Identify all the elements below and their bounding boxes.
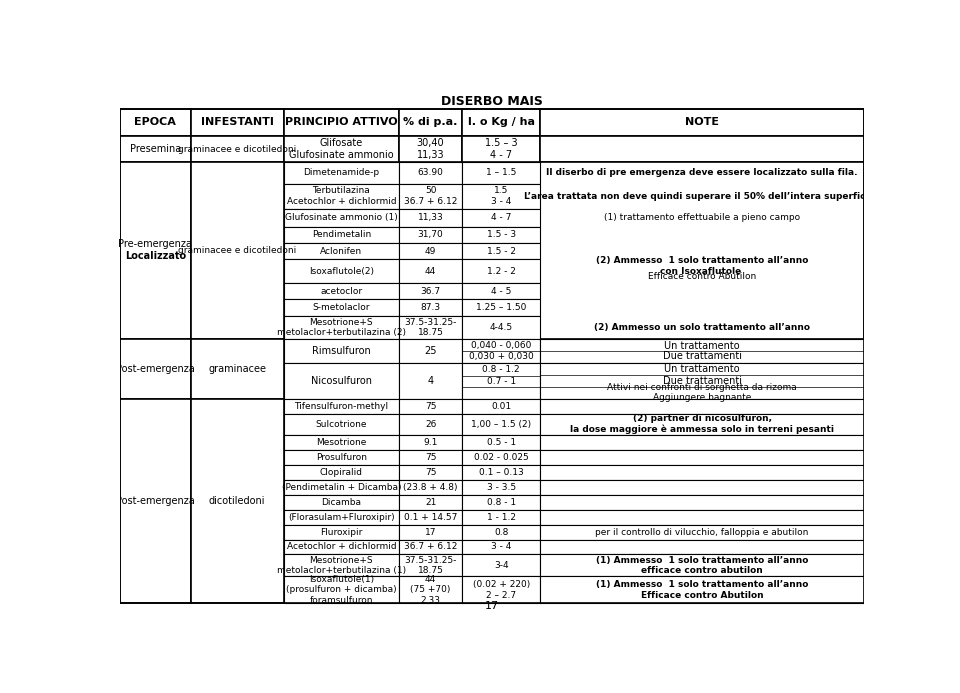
Text: 1.2 - 2: 1.2 - 2 — [487, 267, 516, 276]
Bar — [399, 136, 463, 162]
Text: per il controllo di vilucchio, falloppia e abutilon: per il controllo di vilucchio, falloppia… — [595, 527, 809, 536]
Text: Mesotrione+S
metolaclor+terbutilazina (1): Mesotrione+S metolaclor+terbutilazina (1… — [276, 556, 406, 575]
Bar — [284, 259, 399, 283]
Bar — [399, 243, 463, 259]
Text: Glufosinate ammonio (1): Glufosinate ammonio (1) — [285, 213, 397, 222]
Text: Due trattamenti: Due trattamenti — [662, 351, 742, 361]
Bar — [284, 227, 399, 243]
Bar — [463, 136, 540, 162]
Bar — [540, 554, 864, 576]
Text: 75: 75 — [425, 402, 437, 411]
Bar — [540, 450, 864, 465]
Bar — [120, 136, 191, 162]
Bar — [399, 525, 463, 540]
Text: L’area trattata non deve quindi superare il 50% dell’intera superficie .: L’area trattata non deve quindi superare… — [523, 191, 881, 200]
Bar — [463, 184, 540, 209]
Text: 49: 49 — [425, 247, 436, 256]
Text: Un trattamento: Un trattamento — [664, 364, 740, 374]
Text: Glifosate
Glufosinate ammonio: Glifosate Glufosinate ammonio — [289, 139, 394, 160]
Text: dicotiledoni: dicotiledoni — [209, 496, 265, 506]
Text: 0.8 - 1: 0.8 - 1 — [487, 498, 516, 507]
Bar — [463, 283, 540, 299]
Bar — [399, 554, 463, 576]
Bar — [540, 109, 864, 136]
Text: 50
36.7 + 6.12: 50 36.7 + 6.12 — [404, 186, 457, 206]
Text: 3 - 4: 3 - 4 — [492, 543, 512, 552]
Text: Pre-emergenza: Pre-emergenza — [118, 239, 192, 249]
Bar — [399, 184, 463, 209]
Text: 87.3: 87.3 — [420, 303, 441, 312]
Bar — [284, 509, 399, 525]
Bar — [284, 299, 399, 315]
Bar — [540, 339, 864, 362]
Text: 0.5 - 1: 0.5 - 1 — [487, 438, 516, 447]
Bar — [463, 509, 540, 525]
Bar — [540, 525, 864, 540]
Bar — [284, 283, 399, 299]
Text: Post-emergenza: Post-emergenza — [116, 364, 195, 374]
Text: 4: 4 — [427, 376, 434, 386]
Bar — [399, 227, 463, 243]
Text: 1.5 – 3
4 - 7: 1.5 – 3 4 - 7 — [485, 139, 517, 160]
Text: 1.5
3 - 4: 1.5 3 - 4 — [492, 186, 512, 206]
Text: Localizzato: Localizzato — [125, 251, 186, 261]
Bar — [399, 315, 463, 339]
Text: Isoxaflutole(1)
(prosulfuron + dicamba)
foramsulfuron: Isoxaflutole(1) (prosulfuron + dicamba) … — [286, 575, 396, 605]
Bar — [120, 399, 191, 604]
Bar — [399, 480, 463, 495]
Text: 44: 44 — [425, 267, 436, 276]
Text: 1 - 1.2: 1 - 1.2 — [487, 513, 516, 522]
Text: (2) Ammesso un solo trattamento all’anno: (2) Ammesso un solo trattamento all’anno — [594, 323, 810, 332]
Bar — [399, 283, 463, 299]
Bar — [399, 414, 463, 435]
Text: Prosulfuron: Prosulfuron — [316, 453, 367, 462]
Text: 4 - 7: 4 - 7 — [492, 213, 512, 222]
Bar — [540, 399, 864, 414]
Bar — [463, 480, 540, 495]
Bar — [463, 450, 540, 465]
Bar — [540, 576, 864, 604]
Text: 0.8: 0.8 — [494, 527, 509, 536]
Bar — [540, 362, 864, 399]
Bar — [284, 414, 399, 435]
Text: Pendimetalin: Pendimetalin — [312, 230, 371, 239]
Text: 1 – 1.5: 1 – 1.5 — [486, 168, 516, 177]
Bar — [399, 362, 463, 399]
Bar — [284, 465, 399, 480]
Bar — [463, 362, 540, 399]
Bar — [284, 209, 399, 227]
Bar — [191, 136, 284, 162]
Bar — [540, 465, 864, 480]
Bar — [463, 465, 540, 480]
Bar — [399, 435, 463, 450]
Bar — [463, 259, 540, 283]
Text: 21: 21 — [425, 498, 436, 507]
Text: 1.25 – 1.50: 1.25 – 1.50 — [476, 303, 526, 312]
Bar — [540, 509, 864, 525]
Bar — [399, 509, 463, 525]
Bar — [463, 540, 540, 554]
Text: Dicamba: Dicamba — [322, 498, 361, 507]
Text: l. o Kg / ha: l. o Kg / ha — [468, 117, 535, 128]
Text: Aclonifen: Aclonifen — [321, 247, 363, 256]
Text: Mesotrione+S
metolaclor+terbutilazina (2): Mesotrione+S metolaclor+terbutilazina (2… — [276, 317, 406, 337]
Text: 17: 17 — [485, 602, 499, 611]
Text: graminacee e dicotiledoni: graminacee e dicotiledoni — [178, 145, 297, 154]
Text: 3-4: 3-4 — [494, 561, 509, 570]
Text: Fluroxipir: Fluroxipir — [320, 527, 363, 536]
Text: Efficace contro Abutilon: Efficace contro Abutilon — [648, 272, 756, 281]
Text: (2) Ammesso  1 solo trattamento all’anno
con Isoxaflutole: (2) Ammesso 1 solo trattamento all’anno … — [596, 256, 808, 276]
Text: 31,70: 31,70 — [418, 230, 444, 239]
Text: Dimetenamide-p: Dimetenamide-p — [303, 168, 379, 177]
Bar — [540, 136, 864, 162]
Bar — [399, 399, 463, 414]
Bar — [284, 109, 399, 136]
Text: 30,40
11,33: 30,40 11,33 — [417, 139, 444, 160]
Text: 36.7: 36.7 — [420, 286, 441, 295]
Bar — [284, 480, 399, 495]
Text: (Florasulam+Fluroxipir): (Florasulam+Fluroxipir) — [288, 513, 395, 522]
Text: Isoxaflutole(2): Isoxaflutole(2) — [309, 267, 373, 276]
Text: 25: 25 — [424, 346, 437, 356]
Text: 75: 75 — [425, 468, 437, 477]
Bar — [284, 525, 399, 540]
